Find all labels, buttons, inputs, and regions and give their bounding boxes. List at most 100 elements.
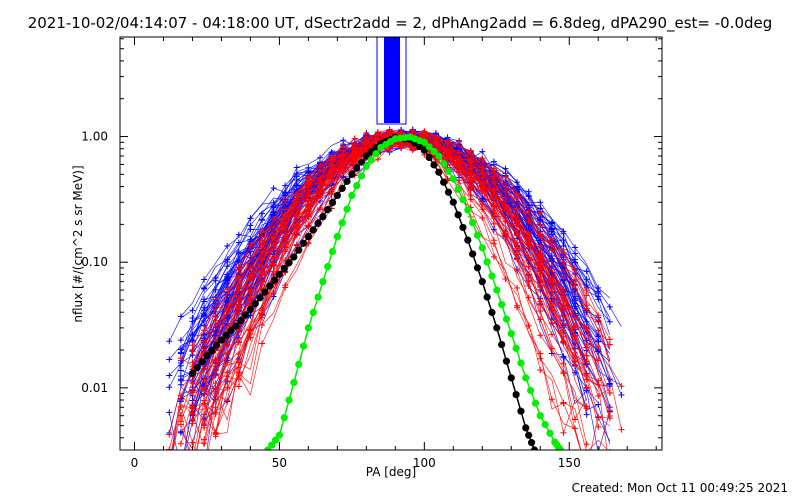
trace-marker bbox=[235, 359, 242, 366]
trace-marker bbox=[212, 317, 219, 324]
black-fit-point bbox=[285, 259, 293, 267]
trace-marker bbox=[212, 380, 219, 387]
black-fit-point bbox=[193, 363, 201, 372]
green-fit-point bbox=[507, 330, 515, 338]
trace-marker bbox=[444, 149, 451, 156]
trace-marker bbox=[328, 156, 335, 163]
trace-marker bbox=[201, 436, 208, 443]
trace-marker bbox=[502, 188, 509, 195]
black-fit-point bbox=[246, 305, 255, 314]
green-fit-point bbox=[285, 396, 293, 404]
trace-marker bbox=[467, 183, 474, 190]
trace-marker bbox=[560, 268, 567, 275]
trace-marker bbox=[259, 340, 266, 347]
trace-marker bbox=[584, 467, 590, 473]
trace-marker bbox=[189, 342, 196, 349]
trace-marker bbox=[514, 284, 521, 291]
trace-marker bbox=[502, 194, 509, 201]
black-fit-point bbox=[198, 358, 206, 366]
green-fit-point bbox=[488, 272, 496, 280]
trace-marker bbox=[247, 242, 254, 249]
black-fit-point bbox=[444, 188, 453, 196]
trace-marker bbox=[456, 149, 463, 156]
black-fit-point bbox=[454, 211, 462, 219]
trace-marker bbox=[351, 157, 358, 164]
trace-marker bbox=[235, 267, 242, 274]
trace-marker bbox=[525, 272, 532, 279]
trace-marker bbox=[583, 352, 590, 359]
trace-marker bbox=[201, 284, 208, 291]
x-tick-label: 0 bbox=[131, 456, 139, 470]
trace-marker bbox=[282, 182, 289, 189]
trace-marker bbox=[456, 169, 463, 176]
trace-marker bbox=[166, 467, 172, 473]
green-fit-point bbox=[425, 143, 433, 151]
trace-marker bbox=[560, 249, 567, 256]
green-fit-point bbox=[309, 308, 317, 317]
green-fit-point bbox=[469, 219, 477, 227]
trace-marker bbox=[293, 164, 300, 171]
green-fit-point bbox=[473, 231, 482, 239]
green-fit-point bbox=[478, 244, 486, 252]
trace-marker bbox=[560, 286, 567, 293]
x-tick-label: 100 bbox=[413, 456, 436, 470]
trace-marker bbox=[560, 274, 567, 281]
black-fit-point bbox=[241, 311, 250, 319]
trace-marker bbox=[212, 286, 219, 293]
black-fit-point bbox=[512, 390, 520, 399]
black-fit-point bbox=[280, 264, 288, 273]
trace-marker bbox=[247, 286, 254, 293]
trace-marker bbox=[316, 188, 323, 195]
trace-marker bbox=[259, 322, 266, 329]
black-fit-point bbox=[357, 158, 366, 166]
trace-marker bbox=[166, 467, 172, 473]
trace-marker bbox=[537, 332, 544, 339]
x-tick-label: 150 bbox=[558, 456, 581, 470]
trace-marker bbox=[560, 370, 567, 377]
trace-marker bbox=[316, 206, 323, 213]
trace-marker bbox=[189, 467, 195, 473]
trace-marker bbox=[259, 216, 266, 223]
black-fit-point bbox=[362, 152, 370, 160]
trace-marker bbox=[212, 429, 219, 436]
black-fit-point bbox=[295, 246, 303, 254]
green-fit-point bbox=[556, 446, 565, 450]
trace-line bbox=[188, 129, 582, 450]
trace-marker bbox=[560, 360, 567, 367]
black-fit-point bbox=[469, 250, 477, 258]
black-fit-point bbox=[328, 198, 337, 207]
trace-marker bbox=[178, 467, 184, 473]
plot-frame bbox=[119, 36, 663, 451]
black-fit-point bbox=[213, 341, 221, 349]
trace-marker bbox=[560, 313, 567, 320]
trace-marker bbox=[363, 131, 370, 138]
black-fit-point bbox=[304, 232, 312, 241]
trace-marker bbox=[572, 244, 579, 251]
trace-marker bbox=[583, 325, 590, 332]
black-fit-point bbox=[237, 316, 245, 325]
trace-marker bbox=[235, 239, 242, 246]
trace-marker bbox=[201, 386, 208, 393]
trace-marker bbox=[618, 383, 625, 390]
green-fit-point bbox=[449, 175, 457, 183]
green-fit-point bbox=[522, 374, 530, 382]
y-axis-label: nflux [#/(cm^2 s sr MeV)] bbox=[71, 165, 85, 322]
trace-marker bbox=[224, 359, 231, 366]
trace-marker bbox=[212, 409, 219, 416]
trace-marker bbox=[293, 232, 300, 239]
black-fit-point bbox=[449, 198, 457, 206]
trace-marker bbox=[189, 348, 196, 355]
trace-marker bbox=[606, 318, 613, 325]
green-fit-point bbox=[343, 205, 351, 213]
trace-marker bbox=[502, 231, 509, 238]
trace-marker bbox=[490, 196, 497, 203]
trace-marker bbox=[537, 308, 544, 315]
green-fit-point bbox=[268, 441, 276, 449]
trace-marker bbox=[270, 215, 277, 222]
trace-line bbox=[192, 135, 576, 377]
trace-marker bbox=[514, 222, 521, 229]
trace-marker bbox=[618, 391, 625, 398]
trace-marker bbox=[537, 367, 544, 374]
trace-marker bbox=[467, 159, 474, 166]
green-fit-point bbox=[357, 172, 366, 180]
